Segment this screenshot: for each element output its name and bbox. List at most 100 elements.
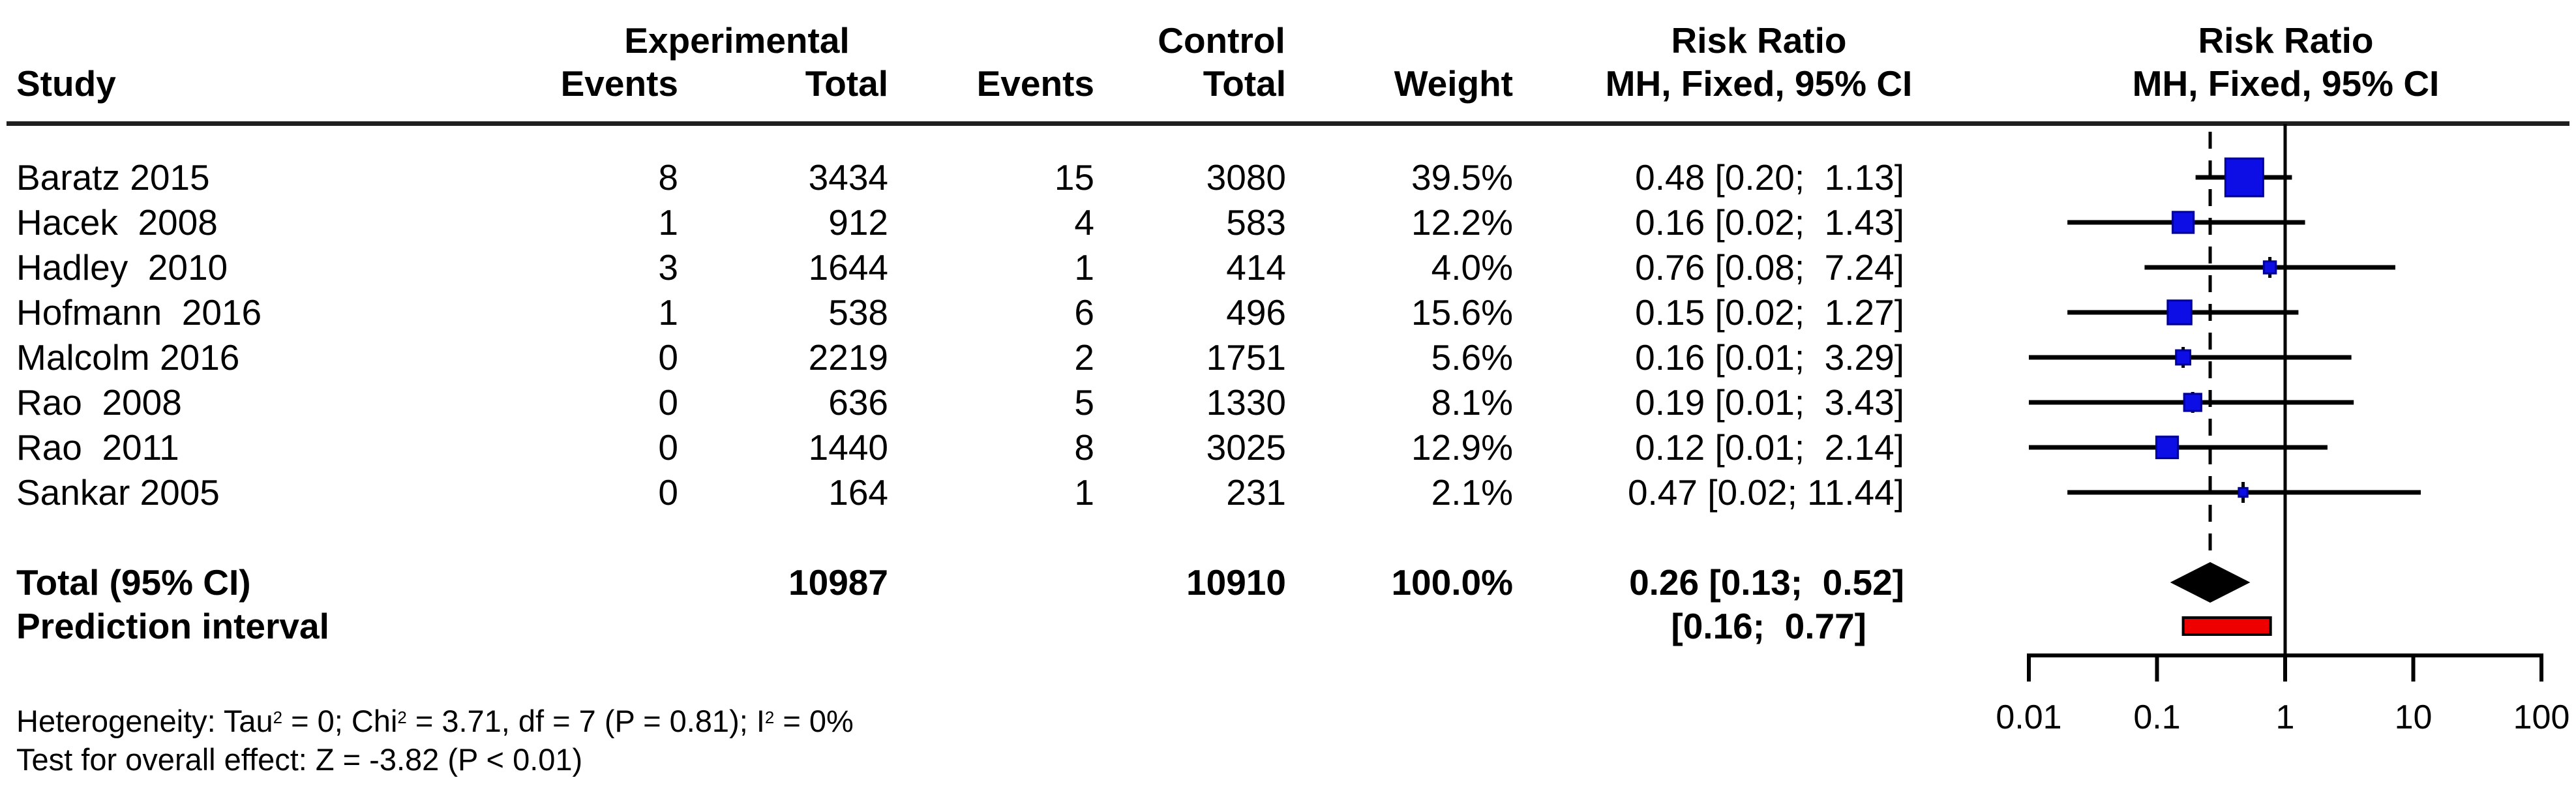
column-header-model-ci-plot: MH, Fixed, 95% CI xyxy=(2132,63,2440,104)
note-text: = 0; Chi xyxy=(282,703,398,738)
study-row-exp-total: 1644 xyxy=(808,247,888,288)
weight-square xyxy=(2155,435,2179,460)
study-row-ctrl-events: 6 xyxy=(1074,292,1094,333)
column-header-study: Study xyxy=(16,63,116,104)
study-row-study-name: Malcolm 2016 xyxy=(16,337,240,378)
weight-square xyxy=(2262,260,2277,275)
study-row-ctrl-events: 8 xyxy=(1074,427,1094,468)
x-axis-tick-label: 1 xyxy=(2275,698,2295,736)
total-row-ci-text: 0.26 [0.13; 0.52] xyxy=(1629,562,1904,603)
weight-square xyxy=(2238,487,2249,498)
x-axis-tick-label: 10 xyxy=(2394,698,2433,736)
study-row-ci-text: 0.47 [0.02; 11.44] xyxy=(1627,472,1904,513)
study-row-exp-events: 0 xyxy=(658,472,678,513)
study-row-exp-total: 912 xyxy=(828,202,888,243)
study-row-exp-total: 538 xyxy=(828,292,888,333)
study-row-ci-text: 0.16 [0.02; 1.43] xyxy=(1635,202,1904,243)
study-row-study-name: Hadley 2010 xyxy=(16,247,228,288)
study-row-ci-text: 0.16 [0.01; 3.29] xyxy=(1635,337,1904,378)
study-row-exp-events: 0 xyxy=(658,382,678,423)
study-row-weight: 15.6% xyxy=(1411,292,1513,333)
study-row-ctrl-total: 414 xyxy=(1226,247,1286,288)
study-row-exp-events: 0 xyxy=(658,427,678,468)
study-row-exp-events: 1 xyxy=(658,202,678,243)
pooled-diamond xyxy=(2170,562,2251,603)
heterogeneity-note: Heterogeneity: Tau2 = 0; Chi2 = 3.71, df… xyxy=(16,697,854,739)
note-text: = 0% xyxy=(774,703,854,738)
study-row-weight: 2.1% xyxy=(1431,472,1513,513)
prediction-row-study-name: Prediction interval xyxy=(16,606,329,646)
study-row-study-name: Rao 2011 xyxy=(16,427,179,468)
weight-square xyxy=(2166,299,2193,325)
weight-square xyxy=(2224,157,2264,198)
study-row-ctrl-total: 3080 xyxy=(1206,157,1286,198)
study-row-exp-total: 1440 xyxy=(808,427,888,468)
study-row-ci-text: 0.19 [0.01; 3.43] xyxy=(1635,382,1904,423)
total-row-weight: 100.0% xyxy=(1391,562,1513,603)
note-text: = 3.71, df = 7 (P = 0.81); I xyxy=(406,703,765,738)
study-row-study-name: Sankar 2005 xyxy=(16,472,220,513)
study-row-ctrl-total: 583 xyxy=(1226,202,1286,243)
x-axis-tick-label: 100 xyxy=(2513,698,2570,736)
study-row-ctrl-events: 1 xyxy=(1074,472,1094,513)
column-header-ctrl-total: Total xyxy=(1203,63,1286,104)
study-row-ctrl-events: 4 xyxy=(1074,202,1094,243)
study-row-weight: 39.5% xyxy=(1411,157,1513,198)
study-row-study-name: Hacek 2008 xyxy=(16,202,218,243)
study-row-ctrl-events: 2 xyxy=(1074,337,1094,378)
x-axis-tick-label: 0.01 xyxy=(1996,698,2062,736)
study-row-ctrl-total: 1330 xyxy=(1206,382,1286,423)
study-row-exp-events: 1 xyxy=(658,292,678,333)
group-header-control: Control xyxy=(1158,20,1285,61)
column-header-ctrl-events: Events xyxy=(976,63,1094,104)
column-header-model-ci-text: MH, Fixed, 95% CI xyxy=(1605,63,1913,104)
total-row-study-name: Total (95% CI) xyxy=(16,562,251,603)
column-header-risk-ratio-text: Risk Ratio xyxy=(1671,20,1847,61)
study-row-ctrl-total: 3025 xyxy=(1206,427,1286,468)
study-row-weight: 4.0% xyxy=(1431,247,1513,288)
study-row-weight: 5.6% xyxy=(1431,337,1513,378)
study-row-study-name: Rao 2008 xyxy=(16,382,182,423)
study-row-exp-events: 8 xyxy=(658,157,678,198)
weight-square xyxy=(2183,393,2202,412)
prediction-interval-bar xyxy=(2181,616,2272,636)
study-row-exp-events: 3 xyxy=(658,247,678,288)
column-header-exp-events: Events xyxy=(560,63,678,104)
study-row-study-name: Hofmann 2016 xyxy=(16,292,262,333)
header-rule xyxy=(7,121,2569,126)
study-row-ci-text: 0.12 [0.01; 2.14] xyxy=(1635,427,1904,468)
group-header-experimental: Experimental xyxy=(624,20,850,61)
study-row-exp-total: 636 xyxy=(828,382,888,423)
overall-effect-note: Test for overall effect: Z = -3.82 (P < … xyxy=(16,742,583,777)
study-row-exp-total: 2219 xyxy=(808,337,888,378)
column-header-risk-ratio-plot: Risk Ratio xyxy=(2198,20,2374,61)
weight-square xyxy=(2175,349,2192,366)
prediction-row-ci-text: [0.16; 0.77] xyxy=(1671,606,1866,646)
study-row-ctrl-total: 231 xyxy=(1226,472,1286,513)
column-header-weight: Weight xyxy=(1394,63,1513,104)
study-row-ctrl-events: 5 xyxy=(1074,382,1094,423)
study-row-ctrl-events: 1 xyxy=(1074,247,1094,288)
study-row-exp-total: 3434 xyxy=(808,157,888,198)
study-row-exp-events: 0 xyxy=(658,337,678,378)
note-text: Heterogeneity: Tau xyxy=(16,703,273,738)
column-header-exp-total: Total xyxy=(805,63,888,104)
study-row-ctrl-events: 15 xyxy=(1054,157,1094,198)
study-row-weight: 12.9% xyxy=(1411,427,1513,468)
total-row-exp-total: 10987 xyxy=(788,562,888,603)
study-row-ctrl-total: 496 xyxy=(1226,292,1286,333)
study-row-study-name: Baratz 2015 xyxy=(16,157,210,198)
x-axis-tick-label: 0.1 xyxy=(2133,698,2181,736)
study-row-ctrl-total: 1751 xyxy=(1206,337,1286,378)
total-row-ctrl-total: 10910 xyxy=(1186,562,1286,603)
study-row-weight: 8.1% xyxy=(1431,382,1513,423)
superscript: 2 xyxy=(273,709,283,727)
study-row-ci-text: 0.76 [0.08; 7.24] xyxy=(1635,247,1904,288)
study-row-ci-text: 0.15 [0.02; 1.27] xyxy=(1635,292,1904,333)
weight-square xyxy=(2171,211,2195,234)
study-row-ci-text: 0.48 [0.20; 1.13] xyxy=(1635,157,1904,198)
superscript: 2 xyxy=(764,709,775,727)
study-row-exp-total: 164 xyxy=(828,472,888,513)
study-row-weight: 12.2% xyxy=(1411,202,1513,243)
